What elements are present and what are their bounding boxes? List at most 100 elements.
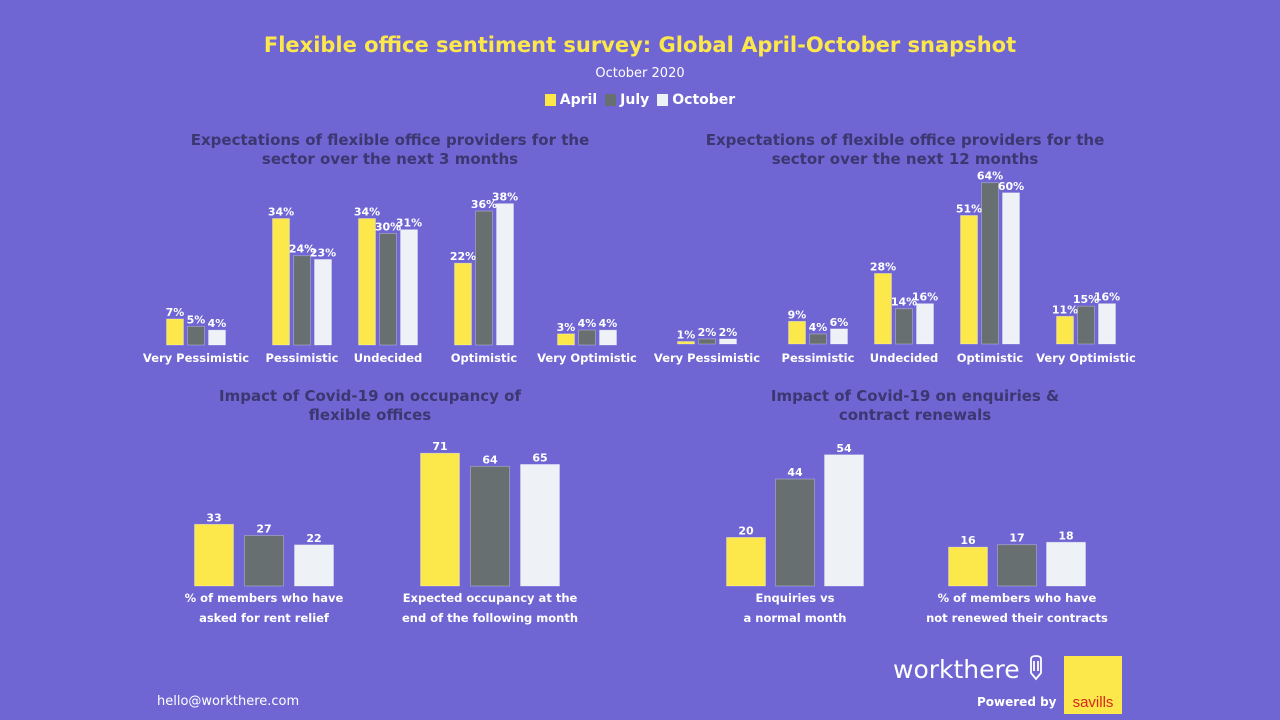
bar-july (981, 182, 999, 345)
value-label: 27 (256, 523, 271, 536)
category-label: Very Optimistic (537, 351, 637, 365)
category-label: Undecided (870, 351, 939, 365)
bar-october (599, 329, 617, 346)
powered-by: Powered by (977, 695, 1057, 709)
category-label: not renewed their contracts (926, 611, 1108, 625)
value-label: 38% (492, 191, 518, 204)
bar-april (420, 452, 460, 587)
bar-april (1056, 315, 1074, 345)
category-label: asked for rent relief (199, 611, 330, 625)
bar-october (496, 203, 514, 346)
value-label: 34% (354, 206, 380, 219)
legend-item-april: April (544, 92, 598, 108)
bar-april (272, 218, 290, 346)
bar-april (557, 333, 575, 346)
value-label: 51% (956, 202, 982, 215)
value-label: 34% (268, 206, 294, 219)
savills-wordmark: savills (1072, 694, 1114, 711)
bar-july (1077, 305, 1095, 345)
category-label: Pessimistic (266, 351, 339, 365)
legend-label-april: April (559, 92, 598, 108)
value-label: 11% (1052, 303, 1078, 316)
bar-october (830, 328, 848, 345)
page-title: Flexible office sentiment survey: Global… (263, 33, 1017, 57)
category-label: Optimistic (451, 351, 518, 365)
contact-email[interactable]: hello@workthere.com (157, 694, 300, 709)
value-label: 16% (1094, 291, 1120, 304)
value-label: 30% (375, 220, 401, 233)
value-label: 20 (738, 524, 754, 537)
value-label: 3% (557, 321, 576, 334)
bar-july (997, 544, 1037, 587)
legend-swatch-july (605, 94, 617, 106)
bar-july (293, 255, 311, 346)
bar-july (187, 325, 205, 346)
category-label: a normal month (744, 611, 847, 625)
value-label: 44 (787, 466, 803, 479)
category-label: Very Optimistic (1036, 351, 1136, 365)
clip-icon (1029, 655, 1042, 681)
bar-april (948, 546, 988, 587)
bar-april (677, 341, 695, 345)
page-subtitle: October 2020 (595, 66, 685, 81)
value-label: 17 (1009, 532, 1024, 545)
legend-label-october: October (672, 92, 736, 108)
value-label: 14% (891, 296, 917, 309)
value-label: 33 (206, 511, 221, 524)
category-label: Enquiries vs (755, 591, 834, 605)
bar-july (809, 333, 827, 345)
bar-october (208, 329, 226, 346)
category-label: Expected occupancy at the (403, 591, 578, 605)
bar-july (379, 232, 397, 346)
value-label: 64% (977, 170, 1003, 183)
legend-swatch-october (657, 94, 669, 106)
value-label: 28% (870, 260, 896, 273)
bar-july (698, 338, 716, 345)
bar-july (475, 210, 493, 346)
bar-october (520, 464, 560, 587)
value-label: 4% (578, 317, 597, 330)
category-label: % of members who have (938, 591, 1097, 605)
brand-name: workthere (893, 655, 1020, 684)
bar-october (1098, 303, 1116, 345)
value-label: 31% (396, 217, 422, 230)
value-label: 22% (450, 250, 476, 263)
value-label: 36% (471, 198, 497, 211)
value-label: 22 (306, 532, 321, 545)
legend-item-july: July (605, 92, 649, 108)
bar-july (775, 478, 815, 587)
bar-october (294, 544, 334, 587)
value-label: 65 (532, 451, 547, 464)
value-label: 4% (599, 317, 618, 330)
value-label: 23% (310, 246, 336, 259)
bar-july (244, 535, 284, 587)
bar-october (400, 229, 418, 346)
bar-october (314, 259, 332, 346)
value-label: 9% (788, 308, 807, 321)
chart-title-3-months: Expectations of flexible office provider… (190, 131, 590, 168)
value-label: 54 (836, 442, 852, 455)
value-label: 1% (677, 328, 696, 341)
bar-october (1046, 541, 1086, 587)
category-label: Very Pessimistic (654, 351, 760, 365)
value-label: 71 (432, 440, 447, 453)
value-label: 60% (998, 180, 1024, 193)
bar-july (578, 329, 596, 346)
value-label: 4% (208, 317, 227, 330)
legend-item-october: October (657, 92, 735, 108)
bar-july (470, 465, 510, 587)
chart-title-12-months: Expectations of flexible office provider… (705, 131, 1105, 168)
value-label: 5% (187, 313, 206, 326)
value-label: 16 (960, 534, 976, 547)
bar-april (960, 215, 978, 345)
legend: April July October (0, 92, 1280, 108)
bar-april (166, 318, 184, 346)
chart-title-enquiries: Impact of Covid-19 on enquiries & contra… (770, 387, 1060, 424)
value-label: 18 (1058, 529, 1073, 542)
bar-april (194, 523, 234, 587)
bar-april (454, 262, 472, 346)
value-label: 7% (166, 306, 185, 319)
category-label: Pessimistic (782, 351, 855, 365)
category-label: Optimistic (957, 351, 1024, 365)
category-label: Undecided (354, 351, 423, 365)
